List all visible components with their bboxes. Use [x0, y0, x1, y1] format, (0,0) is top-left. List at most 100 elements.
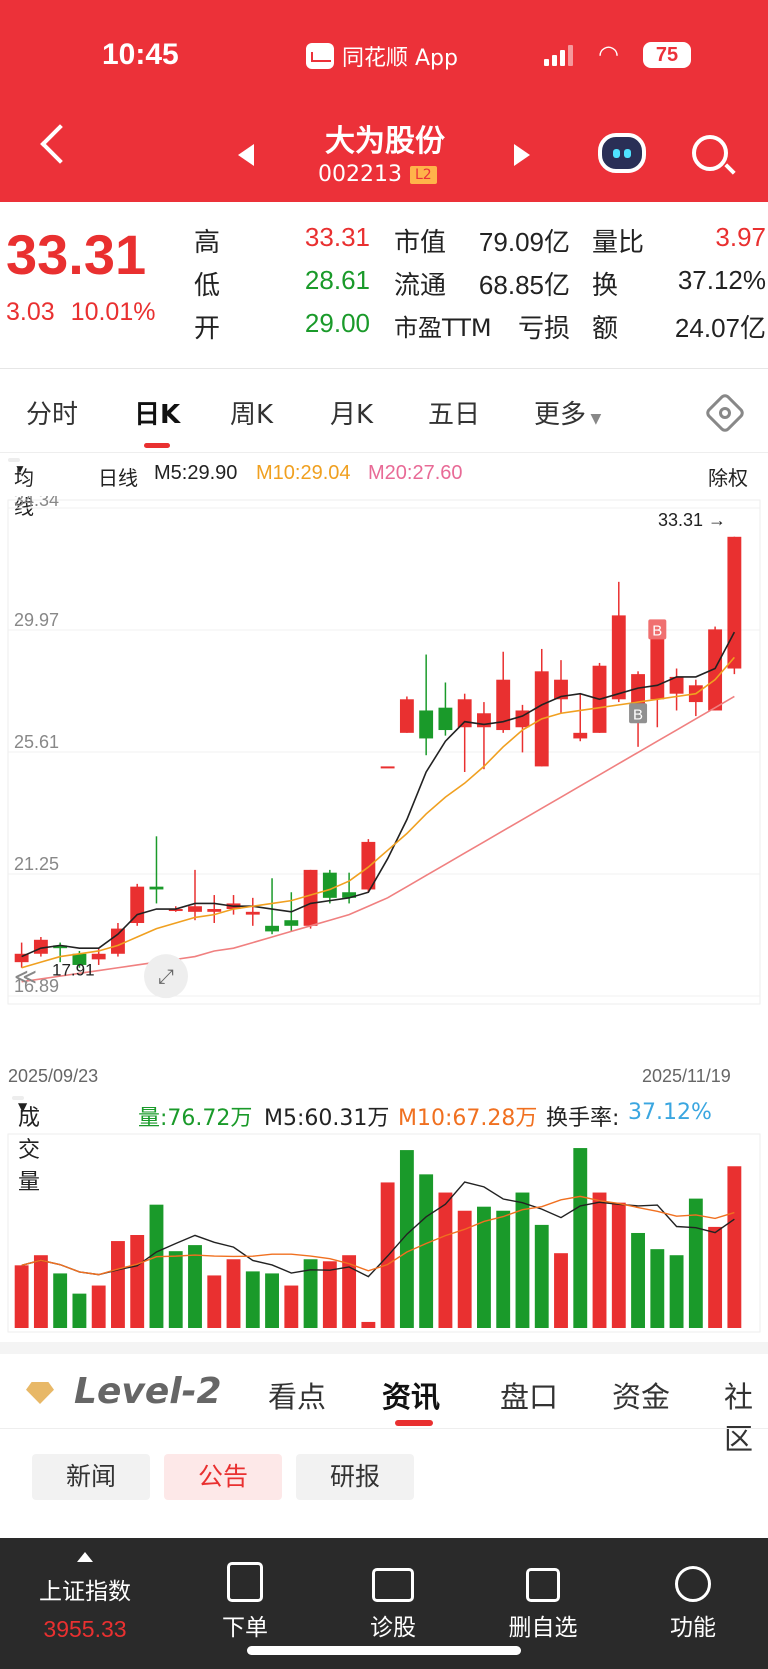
candle-body	[727, 536, 742, 669]
volume-chart	[7, 1133, 761, 1333]
volume-bar	[611, 1202, 626, 1328]
x-end-label: 2025/11/19	[642, 1066, 731, 1086]
candle-body	[91, 953, 106, 960]
volume-bar	[265, 1273, 279, 1328]
volume-bar	[534, 1224, 549, 1328]
divider	[0, 1428, 768, 1429]
index-ticker[interactable]: 上证指数 3955.33	[20, 1538, 150, 1643]
volume-bar	[342, 1255, 357, 1328]
back-icon[interactable]	[40, 124, 80, 164]
expand-button	[144, 954, 188, 999]
chip-announcement[interactable]: 公告	[164, 1454, 282, 1500]
buy-marker-label: B	[652, 622, 662, 639]
tab-more[interactable]: 更多 ▼	[534, 400, 602, 430]
x-start-label: 2025/09/23	[8, 1066, 99, 1086]
candle-body	[573, 732, 588, 739]
tab-intraday[interactable]: 分时	[26, 400, 79, 430]
tab-highlights[interactable]: 看点	[268, 1380, 327, 1414]
ma10-line	[21, 656, 735, 969]
low-value: 28.61	[304, 265, 370, 295]
prev-stock-button[interactable]	[238, 144, 254, 166]
volume-bar	[631, 1232, 645, 1328]
candle-body	[111, 928, 125, 954]
y-tick-label: 29.97	[14, 610, 59, 630]
candle-body	[650, 632, 665, 700]
battery-icon: 75	[643, 42, 691, 68]
volume-bar	[457, 1210, 472, 1328]
volume-bar	[477, 1206, 491, 1328]
mktcap-label: 市值	[394, 228, 447, 258]
volume-bar	[226, 1259, 241, 1328]
status-app: 同花顺 App	[306, 40, 458, 72]
candle-body	[188, 906, 202, 912]
stock-code: 002213	[318, 162, 402, 187]
active-news-tab-indicator	[395, 1420, 433, 1426]
candle-body	[53, 945, 68, 949]
volume-bar	[207, 1275, 222, 1328]
expand-icon: ⤢	[158, 964, 174, 988]
tab-news-info[interactable]: 资讯	[382, 1380, 441, 1414]
divider	[0, 368, 768, 369]
candle-body	[168, 909, 183, 912]
stock-name: 大为股份	[325, 124, 445, 159]
volume-dropdown[interactable]: 成交量 ▼	[12, 1096, 40, 1195]
tab-community[interactable]: 社区	[724, 1380, 754, 1456]
tab-five-day[interactable]: 五日	[428, 400, 481, 430]
nav-order[interactable]: 下单	[200, 1538, 290, 1642]
chip-news[interactable]: 新闻	[32, 1454, 150, 1500]
tab-weekly-k[interactable]: 周K	[230, 400, 274, 430]
order-icon	[227, 1562, 263, 1602]
y-tick-label: 34.34	[14, 496, 59, 510]
candle-body	[399, 699, 414, 733]
ma-legend: 均线 ▼ 日线 M5:29.90 M10:29.04 M20:27.60 除权	[0, 458, 768, 519]
volume-bar	[322, 1261, 337, 1328]
chevron-up-icon	[77, 1552, 93, 1562]
tab-daily-k[interactable]: 日K	[134, 400, 181, 430]
candle-body	[457, 699, 472, 728]
high-value: 33.31	[304, 222, 370, 252]
tab-order-book[interactable]: 盘口	[500, 1380, 559, 1414]
volume-bar	[688, 1198, 703, 1328]
high-label: 高	[194, 228, 221, 258]
ma-dropdown[interactable]: 均线 ▼	[8, 458, 34, 519]
volume-bar	[496, 1210, 511, 1328]
diagnose-icon	[372, 1568, 414, 1602]
volume-bar	[72, 1293, 87, 1328]
nav-remove-watchlist[interactable]: 删自选	[498, 1538, 588, 1642]
amount-label: 额	[592, 314, 619, 344]
divider	[0, 452, 768, 453]
amount-value: 24.07亿	[674, 313, 766, 343]
candle-body	[361, 841, 376, 890]
buy-marker: B	[629, 703, 648, 724]
vol-ratio-label: 量比	[592, 228, 645, 258]
next-stock-button[interactable]	[514, 144, 530, 166]
volume-bar	[168, 1251, 183, 1328]
level2-brand[interactable]: Level-2	[74, 1371, 222, 1412]
home-indicator[interactable]	[247, 1646, 521, 1655]
menu-icon	[675, 1566, 711, 1602]
scroll-left-icon: ≪	[14, 965, 37, 990]
nav-diagnose[interactable]: 诊股	[348, 1538, 438, 1642]
current-price: 33.31	[6, 223, 147, 286]
assistant-robot-icon[interactable]	[598, 133, 646, 173]
candle-body	[380, 766, 395, 769]
nav-functions[interactable]: 功能	[648, 1538, 738, 1642]
news-tabs: 看点 资讯 盘口 资金 社区	[0, 1354, 768, 1456]
volume-bar	[245, 1271, 260, 1328]
volume-bar	[669, 1255, 684, 1328]
candle-body	[611, 615, 626, 700]
buy-marker-box	[629, 703, 648, 724]
volume-bar	[438, 1192, 453, 1328]
turnover-label: 换	[592, 271, 619, 301]
tab-capital[interactable]: 资金	[612, 1380, 671, 1414]
open-value: 29.00	[304, 308, 370, 338]
volume-bar	[111, 1241, 125, 1328]
buy-marker: B	[648, 619, 667, 640]
chip-research[interactable]: 研报	[296, 1454, 414, 1500]
search-icon[interactable]	[692, 135, 728, 171]
tab-monthly-k[interactable]: 月K	[330, 400, 374, 430]
volume-bar	[188, 1245, 202, 1328]
turnover-value: 37.12%	[677, 265, 766, 295]
adjust-button[interactable]: 除权	[708, 468, 748, 490]
